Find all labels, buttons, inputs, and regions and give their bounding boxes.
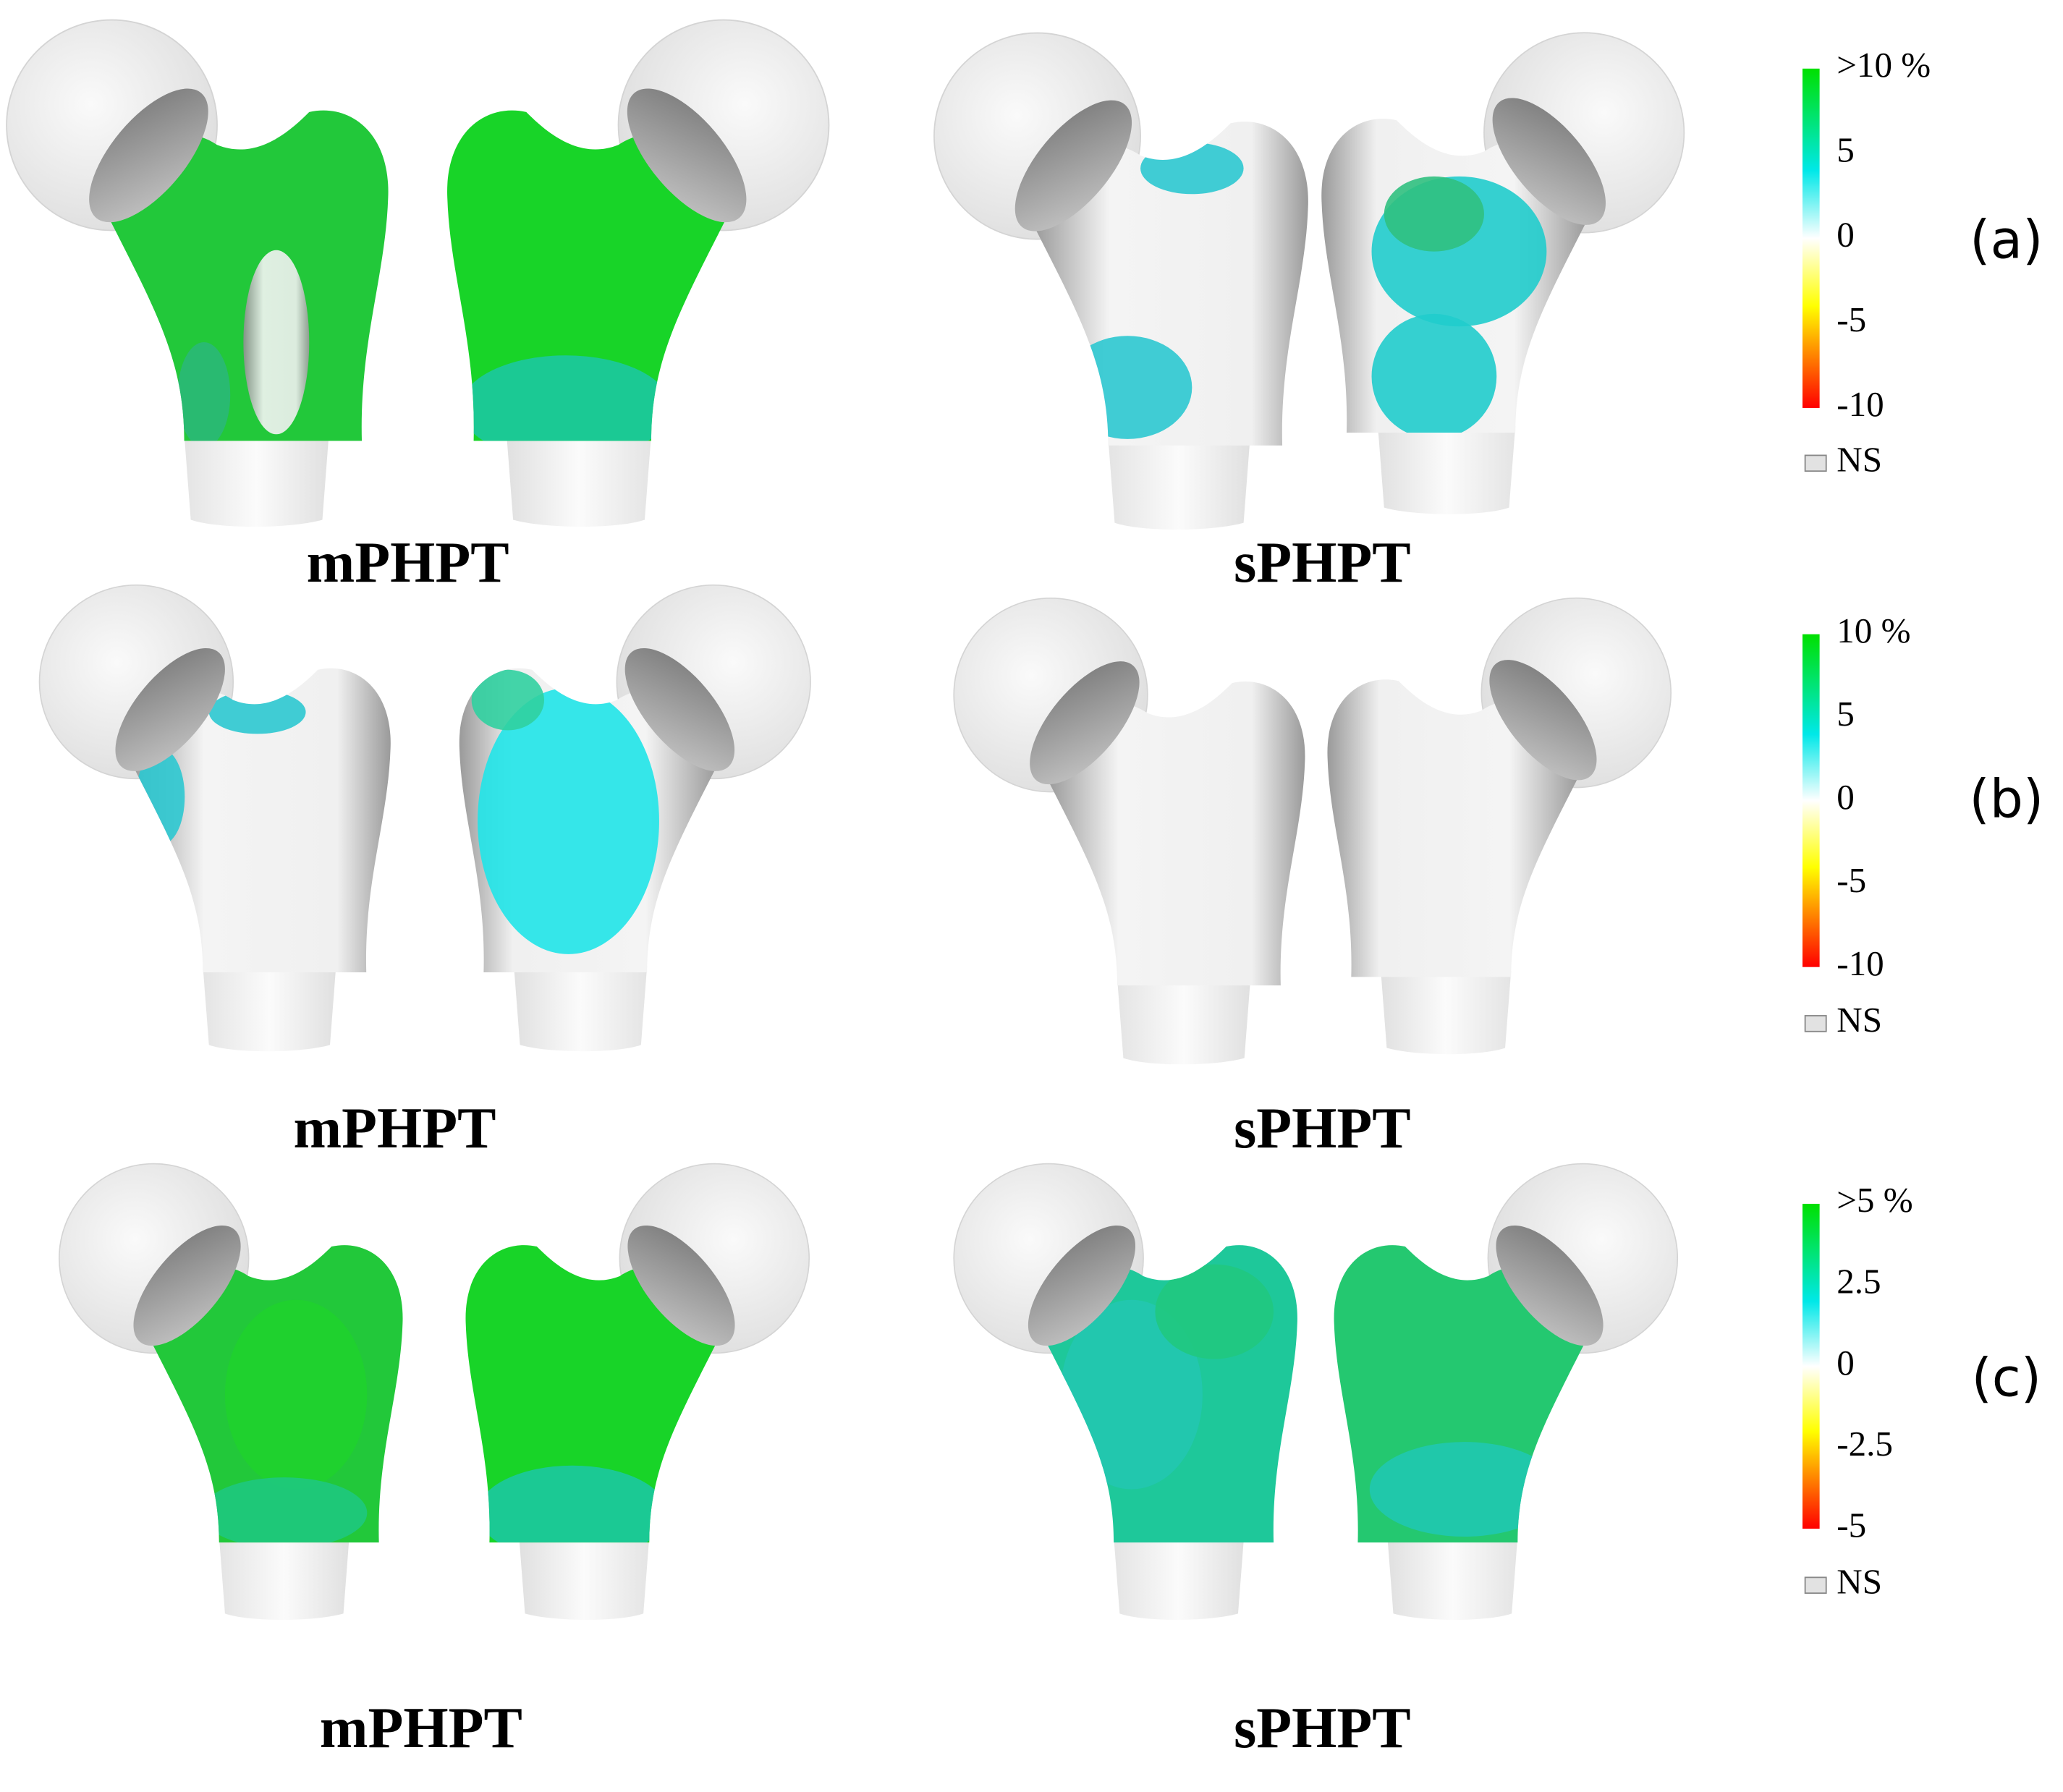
colorbar-tick-label: -2.5 <box>1837 1424 1893 1464</box>
ns-swatch <box>1804 1576 1827 1594</box>
group-label: sPHPT <box>1234 1097 1410 1160</box>
ns-label: NS <box>1837 440 1882 480</box>
ns-swatch <box>1804 1015 1827 1032</box>
femur-shaft <box>184 434 329 527</box>
femur-patch <box>460 355 672 441</box>
femur-neck-cut <box>133 1225 241 1346</box>
femur <box>953 1163 1297 1620</box>
femur-shaft <box>1387 1536 1518 1620</box>
panel-label: (c) <box>1971 1347 2041 1409</box>
colorbar-tick-label: -10 <box>1837 384 1884 424</box>
colorbar-tick-label: -5 <box>1837 1505 1866 1545</box>
femur-body <box>1327 679 1588 977</box>
femur-neck-cut <box>1028 1225 1136 1346</box>
femur-patch <box>224 1299 368 1490</box>
femur-patch <box>1140 143 1244 195</box>
femur-patch <box>1155 1264 1274 1359</box>
colorbar-tick-label: 5 <box>1837 129 1855 169</box>
femur-body <box>98 110 389 441</box>
colorbar <box>1802 634 1820 967</box>
panel-label: (a) <box>1970 210 2043 271</box>
femur <box>459 584 811 1052</box>
femur-patch <box>1371 313 1497 433</box>
femur-body <box>124 668 391 972</box>
femur <box>953 598 1305 1065</box>
colorbar-tick-label: >10 % <box>1837 45 1931 85</box>
femur-patch <box>243 250 310 435</box>
femur-neck-cut <box>624 648 735 771</box>
femur-shaft <box>1108 438 1250 530</box>
femur-shaft <box>203 966 336 1052</box>
femur-shaft <box>519 1536 650 1620</box>
femur-patch <box>1063 336 1193 439</box>
femur-neck-cut <box>627 88 747 223</box>
colorbar-tick-label: 0 <box>1837 777 1855 817</box>
femur-neck-cut <box>1492 98 1606 225</box>
femur-patch <box>1384 176 1484 252</box>
colorbar-tick-label: 0 <box>1837 1343 1855 1383</box>
colorbar-tick-label: 10 % <box>1837 611 1910 650</box>
colorbar-tick-label: -10 <box>1837 943 1884 983</box>
femur <box>1321 32 1685 514</box>
ns-label: NS <box>1837 1000 1882 1040</box>
femur <box>933 32 1308 530</box>
ns-swatch <box>1804 454 1827 472</box>
femur-body <box>1024 122 1308 446</box>
femur-patch <box>471 669 545 731</box>
femur-neck-cut <box>1030 661 1140 785</box>
femur <box>1327 597 1672 1055</box>
femur <box>465 1163 810 1620</box>
femur <box>59 1163 403 1620</box>
femur-patch <box>208 690 306 734</box>
colorbar-tick-label: -5 <box>1837 300 1866 339</box>
colorbar <box>1802 68 1820 408</box>
femur-shaft <box>1378 426 1516 514</box>
group-label: sPHPT <box>1234 531 1410 595</box>
femur-neck-cut <box>627 1225 735 1346</box>
panel-label: (b) <box>1969 768 2043 830</box>
femur-body <box>465 1245 727 1543</box>
femur-body <box>447 110 737 441</box>
femur-shaft <box>219 1536 350 1620</box>
colorbar-tick-label: 2.5 <box>1837 1262 1881 1301</box>
colorbar <box>1802 1203 1820 1529</box>
femur-neck-cut <box>89 88 208 223</box>
ns-label: NS <box>1837 1562 1882 1602</box>
group-label: mPHPT <box>320 1697 522 1760</box>
femur-shaft <box>514 966 648 1052</box>
femur-neck-cut <box>1489 660 1597 781</box>
femur-shaft <box>507 434 652 527</box>
femur-patch <box>1369 1442 1559 1537</box>
femur-body <box>1038 681 1305 986</box>
femur-neck-cut <box>115 648 225 771</box>
femur-patch <box>478 1465 667 1543</box>
femur-patch <box>1060 1299 1203 1490</box>
femur <box>38 584 391 1052</box>
femur-patch <box>201 1477 368 1543</box>
colorbar-tick-label: >5 % <box>1837 1180 1912 1220</box>
colorbar-tick-label: 0 <box>1837 215 1855 255</box>
femur-patch <box>177 342 231 441</box>
femur <box>447 19 830 527</box>
femur <box>6 19 389 527</box>
femur-shaft <box>1114 1536 1245 1620</box>
femur-neck-cut <box>1496 1225 1604 1346</box>
femur-patch <box>478 687 659 954</box>
group-label: mPHPT <box>307 531 509 595</box>
group-label: mPHPT <box>293 1097 496 1160</box>
femur-neck-cut <box>1014 100 1132 232</box>
femur <box>1334 1163 1679 1620</box>
colorbar-tick-label: 5 <box>1837 694 1855 734</box>
femur-shaft <box>1117 979 1251 1065</box>
femur-shaft <box>1381 971 1512 1055</box>
group-label: sPHPT <box>1234 1697 1410 1760</box>
colorbar-tick-label: -5 <box>1837 860 1866 900</box>
